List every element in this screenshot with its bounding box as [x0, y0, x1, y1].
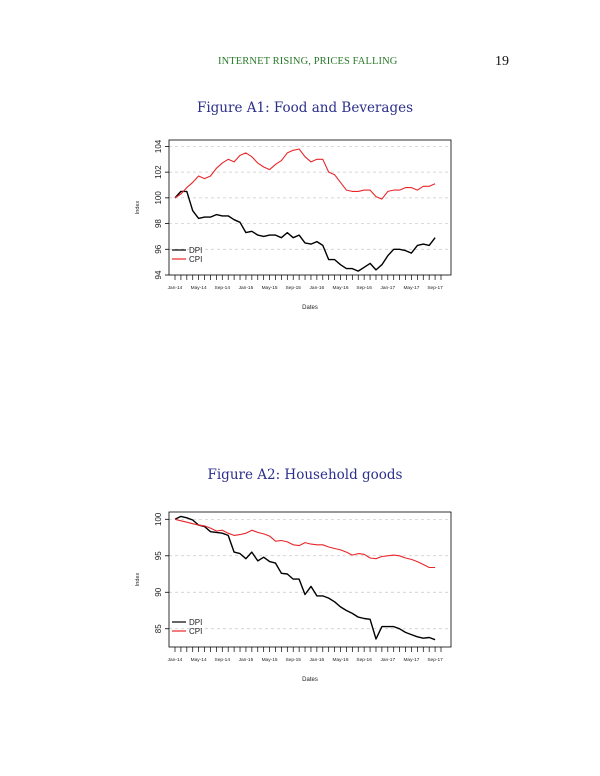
- figure-a1-caption: Figure A1: Food and Beverages: [196, 100, 413, 116]
- y-axis-label: Index: [135, 573, 141, 587]
- x-tick-label: Sep-14: [215, 657, 231, 663]
- x-tick-label: Jan-15: [239, 657, 254, 663]
- legend-label-cpi: CPI: [189, 627, 202, 636]
- x-tick-label: Sep-15: [285, 657, 301, 663]
- legend-label-cpi: CPI: [189, 255, 202, 264]
- x-tick-label: May-15: [262, 657, 278, 663]
- figure-a2-caption: Figure A2: Household goods: [207, 467, 403, 483]
- x-tick-label: Sep-17: [427, 285, 443, 291]
- x-axis-label: Dates: [302, 305, 318, 311]
- x-tick-label: May-17: [403, 657, 419, 663]
- x-tick-label: Jan-16: [310, 657, 325, 663]
- x-axis-label: Dates: [302, 677, 318, 683]
- y-tick-label: 85: [154, 624, 163, 633]
- page-number: 19: [495, 54, 509, 69]
- legend-label-dpi: DPI: [189, 246, 202, 255]
- x-tick-label: Jan-16: [310, 285, 325, 291]
- y-axis-label: Index: [135, 201, 141, 215]
- x-tick-label: May-14: [191, 285, 207, 291]
- x-tick-label: Sep-16: [356, 657, 372, 663]
- series-line-dpi: [174, 190, 436, 272]
- running-title: INTERNET RISING, PRICES FALLING: [218, 56, 398, 67]
- x-tick-label: May-17: [403, 285, 419, 291]
- x-tick-label: Sep-14: [215, 285, 231, 291]
- x-tick-label: May-16: [333, 657, 349, 663]
- x-tick-label: Jan-14: [168, 285, 183, 291]
- x-tick-label: Sep-15: [285, 285, 301, 291]
- series-line-cpi: [174, 518, 436, 569]
- x-tick-label: Sep-17: [427, 657, 443, 663]
- series-line-cpi: [174, 148, 436, 200]
- series-line-dpi: [174, 515, 436, 641]
- x-tick-label: Jan-17: [380, 285, 395, 291]
- figure-a2-chart: 85 90 95 100 Index Jan-14 May-14 Sep-14 Jan-15 Ma…: [135, 511, 452, 683]
- y-tick-label: 96: [154, 244, 163, 253]
- y-tick-label: 104: [154, 139, 163, 153]
- x-tick-label: Jan-14: [168, 657, 183, 663]
- x-tick-label: Sep-16: [356, 285, 372, 291]
- running-header: INTERNET RISING, PRICES FALLING 19: [0, 54, 600, 72]
- plot-frame: [168, 511, 452, 648]
- y-tick-label: 100: [154, 512, 163, 526]
- x-tick-label: Jan-17: [380, 657, 395, 663]
- y-tick-label: 100: [154, 191, 163, 205]
- x-tick-label: May-16: [333, 285, 349, 291]
- y-tick-label: 90: [154, 587, 163, 596]
- plot-frame: [168, 139, 452, 276]
- y-tick-label: 98: [154, 219, 163, 228]
- y-tick-label: 94: [154, 270, 163, 279]
- y-tick-label: 95: [154, 551, 163, 560]
- x-tick-label: May-15: [262, 285, 278, 291]
- legend-label-dpi: DPI: [189, 618, 202, 627]
- x-tick-label: May-14: [191, 657, 207, 663]
- x-tick-label: Jan-15: [239, 285, 254, 291]
- figure-a1-chart: 94 96 98 100 102 104 Index Jan-14 May-14 Sep-14 Ja…: [135, 139, 452, 311]
- y-tick-label: 102: [154, 165, 163, 179]
